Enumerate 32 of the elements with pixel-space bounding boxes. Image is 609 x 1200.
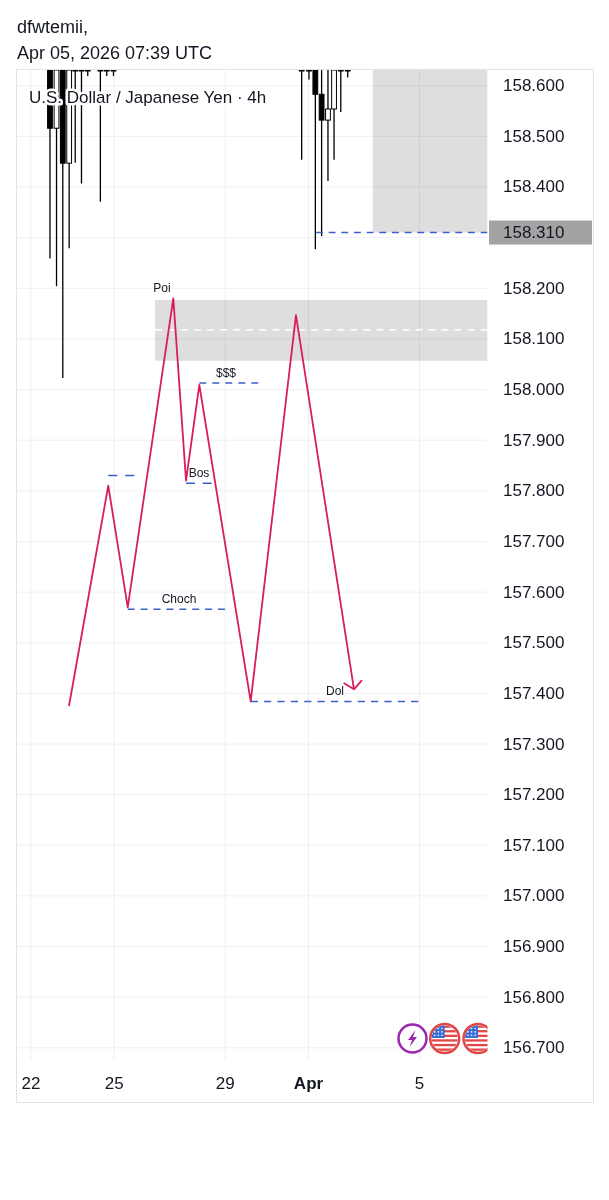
- annotation: 158.310: [503, 223, 565, 243]
- y-tick-label: 158.200: [503, 278, 565, 298]
- y-tick-label: 157.700: [503, 531, 565, 551]
- x-tick-label: 22: [21, 1073, 41, 1093]
- y-tick-label: 156.800: [503, 987, 565, 1007]
- x-tick-label: 5: [414, 1073, 425, 1093]
- annotation: Choch: [161, 592, 197, 607]
- y-tick-label: 158.500: [503, 126, 565, 146]
- y-tick-label: 157.200: [503, 785, 565, 805]
- x-tick-label: 25: [104, 1073, 124, 1093]
- y-tick-label: 156.700: [503, 1038, 565, 1058]
- annotation: Bos: [188, 466, 210, 481]
- y-tick-label: 157.300: [503, 734, 565, 754]
- text: dfwtemii,: [17, 17, 89, 37]
- y-tick-label: 157.000: [503, 886, 565, 906]
- text: Apr 05, 2026 07:39 UTC: [17, 43, 213, 63]
- x-tick-label: 29: [215, 1073, 235, 1093]
- y-tick-label: 157.500: [503, 633, 565, 653]
- x-tick-label: Apr: [293, 1073, 324, 1093]
- y-tick-label: 158.100: [503, 329, 565, 349]
- y-tick-label: 157.100: [503, 835, 565, 855]
- y-tick-label: 156.900: [503, 937, 565, 957]
- y-tick-label: 157.800: [503, 481, 565, 501]
- annotation: Dol: [325, 684, 345, 699]
- y-tick-label: 158.600: [503, 76, 565, 96]
- y-tick-label: 158.000: [503, 380, 565, 400]
- annotation: Poi: [153, 281, 171, 296]
- y-tick-label: 157.600: [503, 582, 565, 602]
- y-tick-label: 157.400: [503, 683, 565, 703]
- annotation: $$$: [216, 365, 237, 380]
- y-tick-label: 158.400: [503, 177, 565, 197]
- y-tick-label: 157.900: [503, 430, 565, 450]
